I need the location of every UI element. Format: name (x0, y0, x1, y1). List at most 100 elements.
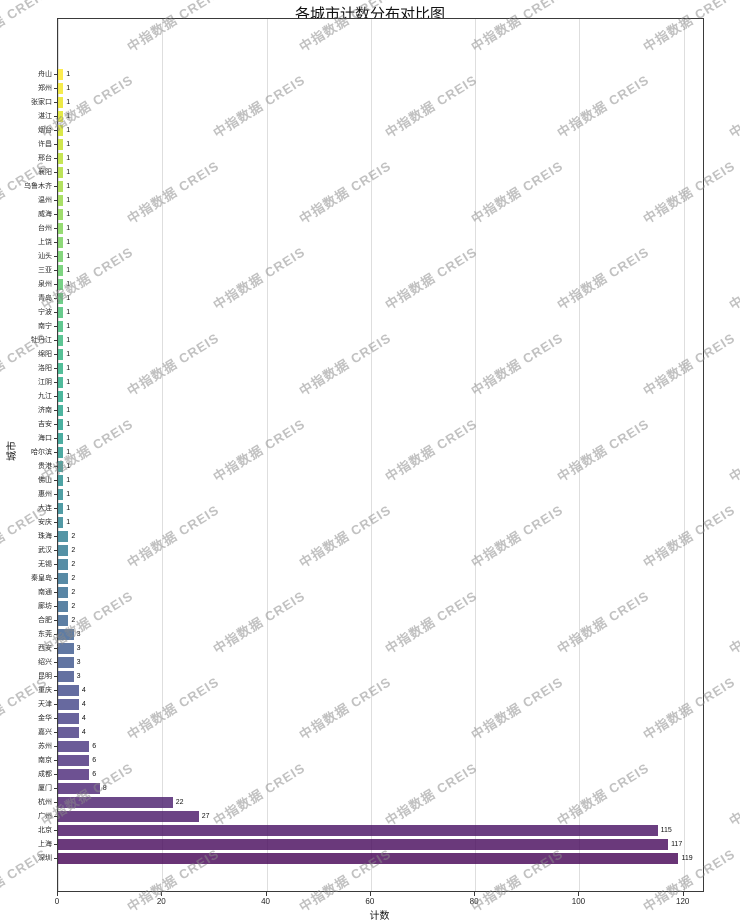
bar-合肥 (58, 614, 69, 626)
bar-row: 武汉 2 (38, 543, 703, 557)
bar-value-label: 2 (71, 546, 76, 554)
bar-秦皇岛 (58, 572, 69, 584)
y-tick-label: 乌鲁木齐 (24, 182, 52, 190)
y-tick-mark (54, 185, 58, 187)
bar-温州 (58, 194, 64, 206)
bar-value-label: 1 (66, 350, 71, 358)
y-tick-label: 金华 (38, 714, 52, 722)
x-tick-label: 40 (261, 897, 271, 906)
y-tick-label: 宁波 (38, 308, 52, 316)
bar-北京 (58, 824, 658, 836)
y-tick-label: 九江 (38, 392, 52, 400)
y-tick-mark (54, 563, 58, 565)
y-tick-label: 深圳 (38, 854, 52, 862)
y-tick-label: 安庆 (38, 518, 52, 526)
y-tick-mark (54, 815, 58, 817)
bar-row: 台州 1 (38, 221, 703, 235)
bar-row: 乌鲁木齐 1 (24, 179, 703, 193)
bar-广州 (58, 810, 199, 822)
bar-value-label: 1 (66, 238, 71, 246)
y-tick-label: 南宁 (38, 322, 52, 330)
bar-南宁 (58, 320, 64, 332)
y-tick-mark (54, 843, 58, 845)
bar-张家口 (58, 96, 64, 108)
bar-嘉兴 (58, 726, 79, 738)
bar-row: 上饶 1 (38, 235, 703, 249)
bar-row: 湛江 1 (38, 109, 703, 123)
bar-value-label: 1 (66, 392, 71, 400)
y-tick-label: 张家口 (31, 98, 52, 106)
bar-row: 绍兴 3 (38, 655, 703, 669)
watermark: 中指数据 CREIS (726, 588, 740, 657)
y-tick-label: 青岛 (38, 294, 52, 302)
bar-贵港 (58, 460, 64, 472)
bar-row: 珠海 2 (38, 529, 703, 543)
y-tick-mark (54, 661, 58, 663)
y-tick-label: 泉州 (38, 280, 52, 288)
bar-value-label: 1 (66, 322, 71, 330)
y-tick-mark (54, 857, 58, 859)
y-tick-label: 广州 (38, 812, 52, 820)
bar-台州 (58, 222, 64, 234)
bar-row: 洛阳 1 (38, 361, 703, 375)
y-tick-mark (54, 731, 58, 733)
y-tick-label: 成都 (38, 770, 52, 778)
y-tick-mark (54, 409, 58, 411)
x-tick-mark (265, 892, 267, 896)
x-tick-label: 100 (571, 897, 586, 906)
bar-value-label: 1 (66, 504, 71, 512)
bar-value-label: 1 (66, 336, 71, 344)
bar-value-label: 1 (66, 280, 71, 288)
x-tick-label: 60 (365, 897, 375, 906)
y-tick-label: 三亚 (38, 266, 52, 274)
bar-row: 牡丹江 1 (31, 333, 703, 347)
y-tick-mark (54, 325, 58, 327)
y-tick-mark (54, 647, 58, 649)
bar-row: 无锡 2 (38, 557, 703, 571)
bar-row: 嘉兴 4 (38, 725, 703, 739)
bar-湛江 (58, 110, 64, 122)
y-tick-label: 南京 (38, 756, 52, 764)
bar-成都 (58, 768, 90, 780)
x-tick-label: 80 (469, 897, 479, 906)
bar-row: 宁波 1 (38, 305, 703, 319)
y-tick-mark (54, 171, 58, 173)
y-tick-label: 珠海 (38, 532, 52, 540)
y-tick-mark (54, 577, 58, 579)
bar-济南 (58, 404, 64, 416)
y-tick-mark (54, 381, 58, 383)
y-tick-label: 佛山 (38, 476, 52, 484)
bar-金华 (58, 712, 79, 724)
y-tick-mark (54, 395, 58, 397)
bar-value-label: 1 (66, 462, 71, 470)
bar-row: 汕头 1 (38, 249, 703, 263)
y-tick-label: 邢台 (38, 154, 52, 162)
y-tick-mark (54, 73, 58, 75)
bars-layer: 舟山 1 郑州 1 张家口 1 湛江 1 烟台 1 许昌 1 邢台 1 襄阳 1 乌鲁木齐 1 温州 1 威海 1 台州 1 上… (24, 19, 703, 891)
gridline (579, 19, 581, 891)
bar-value-label: 1 (66, 224, 71, 232)
bar-value-label: 3 (76, 672, 81, 680)
bar-value-label: 2 (71, 560, 76, 568)
bar-value-label: 3 (76, 630, 81, 638)
bar-row: 哈尔滨 1 (31, 445, 703, 459)
bar-row: 吉安 1 (38, 417, 703, 431)
y-tick-mark (54, 101, 58, 103)
bar-row: 深圳 119 (38, 851, 703, 865)
y-tick-label: 许昌 (38, 140, 52, 148)
y-tick-mark (54, 227, 58, 229)
bar-row: 泉州 1 (38, 277, 703, 291)
bar-row: 昆明 3 (38, 669, 703, 683)
bar-row: 南通 2 (38, 585, 703, 599)
y-tick-label: 江阴 (38, 378, 52, 386)
y-tick-mark (54, 465, 58, 467)
bar-row: 绵阳 1 (38, 347, 703, 361)
bar-value-label: 3 (76, 658, 81, 666)
y-tick-label: 廊坊 (38, 602, 52, 610)
y-tick-label: 武汉 (38, 546, 52, 554)
bar-value-label: 1 (66, 476, 71, 484)
y-tick-label: 秦皇岛 (31, 574, 52, 582)
y-tick-mark (54, 535, 58, 537)
gridline (475, 19, 477, 891)
bar-row: 成都 6 (38, 767, 703, 781)
